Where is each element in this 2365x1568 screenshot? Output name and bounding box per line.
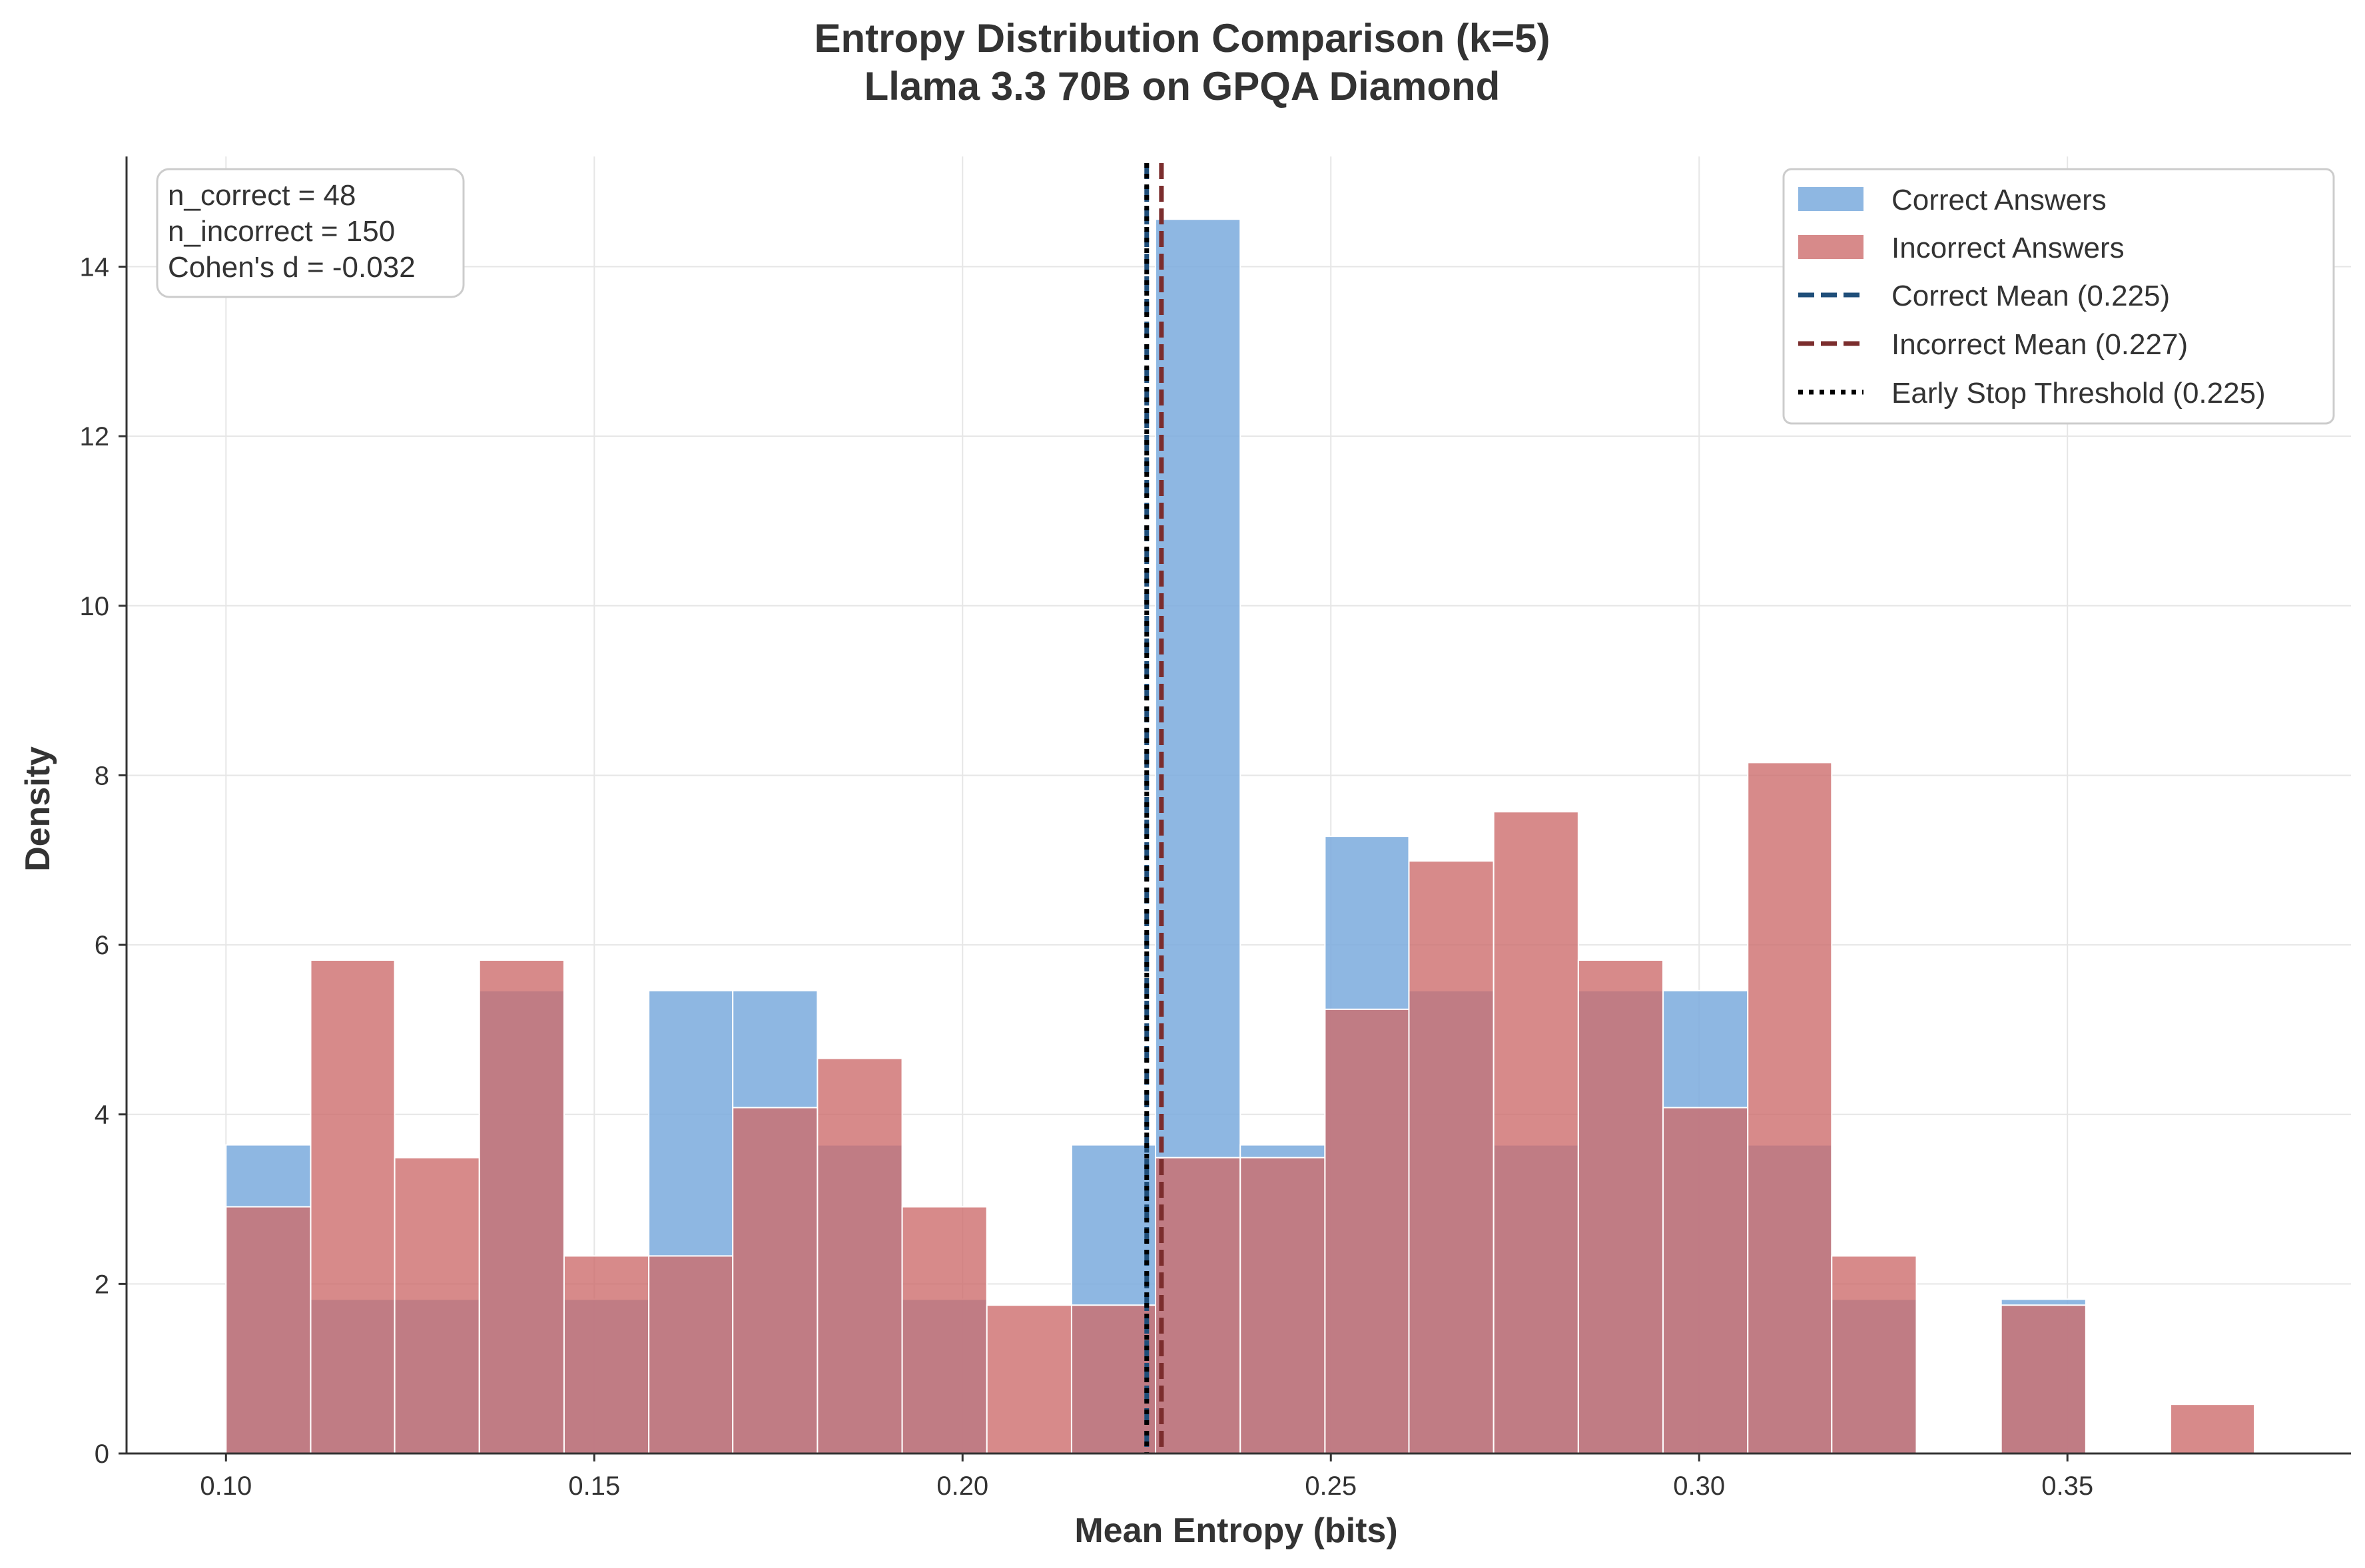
incorrect-bar xyxy=(225,1206,312,1454)
chart-title: Entropy Distribution Comparison (k=5) Ll… xyxy=(814,16,1550,109)
incorrect-bar xyxy=(986,1304,1072,1455)
incorrect-bar xyxy=(1577,959,1664,1454)
incorrect-bar xyxy=(648,1255,734,1454)
stats-n-incorrect: n_incorrect = 150 xyxy=(168,215,395,248)
y-tick-label: 0 xyxy=(95,1439,109,1469)
stats-box-frame xyxy=(156,168,465,298)
incorrect-bar xyxy=(1324,1008,1410,1454)
incorrect-bar xyxy=(563,1255,650,1454)
incorrect-bar xyxy=(1747,762,1833,1454)
chart-title-line1: Entropy Distribution Comparison (k=5) xyxy=(814,16,1550,61)
y-tick-label: 4 xyxy=(95,1101,109,1130)
stats-n-correct: n_correct = 48 xyxy=(168,179,356,212)
incorrect-bar xyxy=(394,1157,480,1455)
incorrect-bars xyxy=(225,762,2256,1455)
legend: Correct Answers Incorrect Answers Correc… xyxy=(1782,168,2335,425)
axes xyxy=(125,156,2351,1455)
incorrect-bar xyxy=(901,1206,988,1454)
legend-label-correct-mean: Correct Mean (0.225) xyxy=(1891,280,2170,312)
x-tick-label: 0.15 xyxy=(568,1471,620,1501)
y-tick-label: 6 xyxy=(95,931,109,960)
legend-swatch-incorrect xyxy=(1798,235,1863,259)
y-tick-label: 8 xyxy=(95,761,109,790)
incorrect-bar xyxy=(1408,860,1495,1454)
legend-label-threshold: Early Stop Threshold (0.225) xyxy=(1891,377,2266,409)
legend-label-incorrect: Incorrect Answers xyxy=(1891,232,2125,264)
incorrect-bar xyxy=(1493,811,1579,1455)
incorrect-bar xyxy=(478,959,565,1454)
stats-box: n_correct = 48 n_incorrect = 150 Cohen's… xyxy=(156,168,465,298)
tick-labels: 0.10 0.15 0.20 0.25 0.30 0.35 0 2 4 6 8 10 12 14 xyxy=(80,253,2094,1501)
incorrect-bar xyxy=(1155,1157,1241,1455)
y-axis-label: Density xyxy=(19,746,57,872)
reference-lines xyxy=(1144,163,1164,1453)
incorrect-bar xyxy=(1831,1255,1917,1454)
legend-swatch-correct xyxy=(1798,187,1863,211)
incorrect-bar xyxy=(1239,1157,1326,1455)
x-tick-label: 0.30 xyxy=(1673,1471,1725,1501)
x-tick-label: 0.10 xyxy=(200,1471,252,1501)
incorrect-bar xyxy=(817,1057,903,1455)
incorrect-bar xyxy=(2170,1404,2256,1455)
legend-label-incorrect-mean: Incorrect Mean (0.227) xyxy=(1891,328,2188,361)
incorrect-bar xyxy=(1070,1304,1157,1455)
incorrect-bar xyxy=(310,959,396,1454)
x-tick-label: 0.35 xyxy=(2041,1471,2093,1501)
y-tick-label: 10 xyxy=(80,592,110,621)
legend-frame xyxy=(1782,168,2335,425)
x-tick-label: 0.25 xyxy=(1305,1471,1357,1501)
stats-cohens-d: Cohen's d = -0.032 xyxy=(168,251,416,284)
y-tick-label: 12 xyxy=(80,422,110,451)
y-tick-label: 14 xyxy=(80,253,110,282)
x-tick-label: 0.20 xyxy=(936,1471,988,1501)
incorrect-bar xyxy=(1662,1107,1749,1454)
x-axis-label: Mean Entropy (bits) xyxy=(1074,1511,1397,1550)
incorrect-bar xyxy=(2000,1304,2087,1455)
legend-label-correct: Correct Answers xyxy=(1891,184,2107,216)
y-tick-label: 2 xyxy=(95,1270,109,1299)
chart-subtitle: Llama 3.3 70B on GPQA Diamond xyxy=(864,64,1501,109)
incorrect-bar xyxy=(732,1107,819,1454)
